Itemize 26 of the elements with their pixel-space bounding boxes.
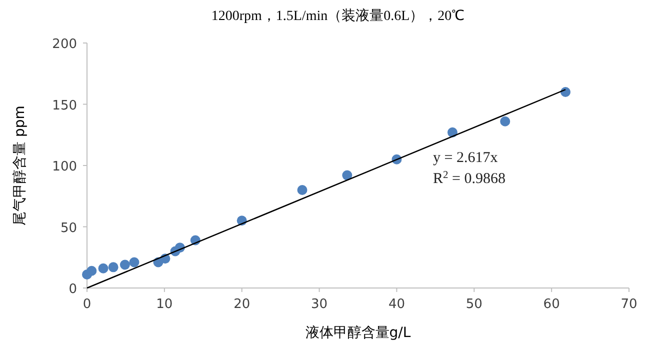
- x-tick-label: 60: [543, 297, 560, 312]
- point: [86, 266, 97, 276]
- y-tick-label: 200: [52, 37, 77, 52]
- y-tick-label: 150: [52, 98, 77, 114]
- y-tick-label: 50: [60, 220, 77, 236]
- point: [342, 170, 352, 180]
- x-tick-label: 30: [311, 297, 328, 312]
- x-tick-label: 0: [82, 297, 92, 312]
- x-tick-label: 40: [388, 297, 405, 312]
- point: [500, 116, 510, 126]
- annotation: y = 2.617x: [433, 150, 498, 166]
- y-tick-label: 100: [52, 160, 77, 174]
- point: [129, 257, 140, 268]
- y-tick-label: 0: [68, 282, 77, 297]
- y-axis-title: 尾气甲醇含量 ppm: [12, 106, 28, 226]
- x-tick-label: 70: [620, 297, 638, 312]
- x-tick-label: 50: [466, 297, 482, 312]
- annotation: R$^{2}$ = 0.9868: [433, 170, 506, 187]
- point: [108, 262, 118, 272]
- point: [297, 185, 308, 195]
- x-axis-title: 液体甲醇含量g/L: [305, 325, 411, 341]
- x-tick-label: 10: [156, 297, 173, 312]
- x-tick-label: 20: [234, 297, 250, 312]
- chart-title: 1200rpm，1.5L/min（装液量0.6L），20℃: [211, 8, 465, 24]
- point: [120, 260, 130, 270]
- point: [98, 263, 108, 274]
